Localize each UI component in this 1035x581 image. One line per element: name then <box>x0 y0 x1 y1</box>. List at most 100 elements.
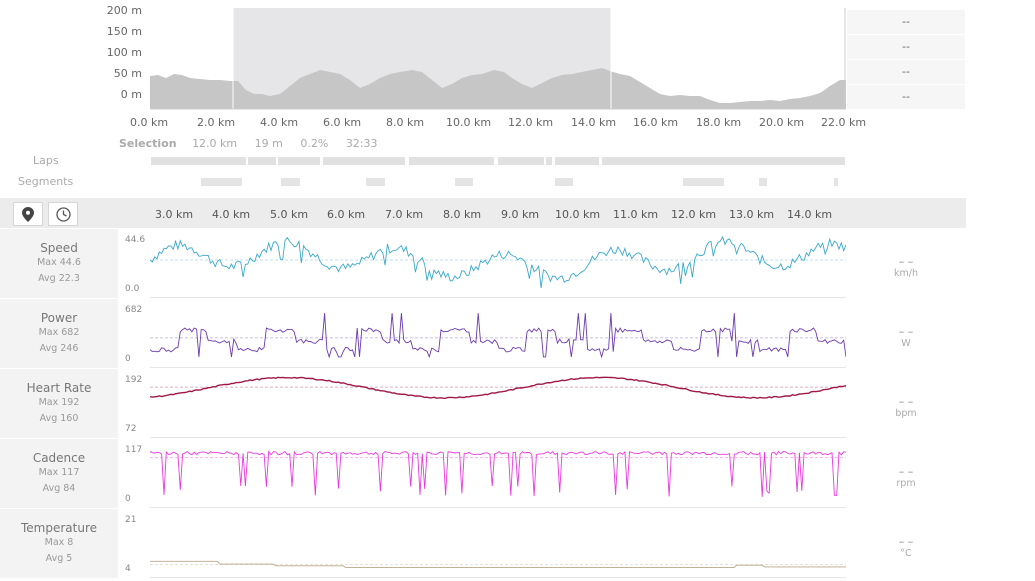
x-tick: 12.0 km <box>508 116 554 129</box>
metric-avg: Avg 246 <box>39 343 79 354</box>
y-tick: 200 m <box>106 4 142 17</box>
y-tick: 0 m <box>120 88 142 101</box>
metric-avg: Avg 22.3 <box>38 273 80 284</box>
time-mode-button[interactable] <box>48 202 78 226</box>
lap-bar[interactable] <box>323 157 405 165</box>
side-value: -- <box>847 35 965 59</box>
metric-unit: °C <box>900 548 912 559</box>
segment-bar[interactable] <box>555 178 573 186</box>
metric-chart[interactable] <box>150 229 846 298</box>
metric-row: Heart Rate Max 192 Avg 160 192 72 – – bpm <box>0 369 966 439</box>
metric-row: Speed Max 44.6 Avg 22.3 44.6 0.0 – – km/h <box>0 229 966 299</box>
x-tick: 4.0 km <box>260 116 299 129</box>
metric-row: Temperature Max 8 Avg 5 21 4 – – °C <box>0 509 966 579</box>
x-tick: 18.0 km <box>696 116 742 129</box>
metric-current-value: – – <box>898 395 914 408</box>
x-tick: 16.0 km <box>633 116 679 129</box>
lap-bar[interactable] <box>546 157 552 165</box>
x-tick: 8.0 km <box>386 116 425 129</box>
metric-current-value: – – <box>898 465 914 478</box>
metric-row: Power Max 682 Avg 246 682 0 – – W <box>0 299 966 369</box>
elevation-chart[interactable]: 200 m 150 m 100 m 50 m 0 m 0.0 km 2.0 km… <box>0 0 1035 135</box>
x-tick: 10.0 km <box>446 116 492 129</box>
segments-label: Segments <box>18 175 74 188</box>
lap-bar[interactable] <box>409 157 494 165</box>
metric-trace <box>150 235 846 289</box>
metric-trace <box>150 376 846 400</box>
segment-bar[interactable] <box>281 178 300 186</box>
metric-ymin: 72 <box>125 424 137 434</box>
km-tick: 7.0 km <box>385 208 424 221</box>
y-tick: 50 m <box>113 67 142 80</box>
selection-time: 32:33 <box>345 137 378 150</box>
y-tick: 150 m <box>106 25 142 38</box>
segment-bar[interactable] <box>455 178 473 186</box>
metric-label-panel <box>0 509 118 578</box>
metric-name: Speed <box>40 241 78 255</box>
segment-bar[interactable] <box>201 178 242 186</box>
metric-value-panel: – – W <box>847 325 965 349</box>
metric-row: Cadence Max 117 Avg 84 117 0 – – rpm <box>0 439 966 509</box>
lap-bar[interactable] <box>248 157 276 165</box>
elevation-x-axis: 0.0 km 2.0 km 4.0 km 6.0 km 8.0 km 10.0 … <box>0 116 1035 130</box>
km-tick: 8.0 km <box>443 208 482 221</box>
lap-bar[interactable] <box>151 157 246 165</box>
lap-bar[interactable] <box>602 157 845 165</box>
clock-icon <box>55 206 71 222</box>
km-tick: 5.0 km <box>270 208 309 221</box>
segment-bar[interactable] <box>366 178 385 186</box>
selection-elevation: 19 m <box>254 137 283 150</box>
segments-row: Segments <box>0 174 966 192</box>
metric-value-panel: – – °C <box>847 535 965 559</box>
distance-mode-button[interactable] <box>13 202 43 226</box>
metric-chart[interactable] <box>150 299 846 368</box>
elevation-profile[interactable] <box>150 8 846 110</box>
metric-label: Temperature Max 8 Avg 5 <box>0 521 118 567</box>
metric-current-value: – – <box>898 535 914 548</box>
x-tick: 22.0 km <box>821 116 867 129</box>
x-tick: 20.0 km <box>759 116 805 129</box>
metric-chart[interactable] <box>150 509 846 578</box>
elevation-area <box>150 68 846 109</box>
lap-bar[interactable] <box>278 157 320 165</box>
metric-name: Power <box>40 311 78 325</box>
metric-unit: W <box>901 338 911 349</box>
segment-bar[interactable] <box>834 178 838 186</box>
selection-label: Selection <box>119 137 177 150</box>
metric-avg: Avg 5 <box>45 553 73 564</box>
side-value: -- <box>847 85 965 109</box>
lap-bar[interactable] <box>555 157 599 165</box>
metric-ymin: 0 <box>125 354 131 364</box>
km-tick: 11.0 km <box>613 208 659 221</box>
metric-trace <box>150 450 846 497</box>
metric-ymax: 117 <box>125 445 143 455</box>
metric-avg: Avg 160 <box>39 413 79 424</box>
x-tick: 2.0 km <box>197 116 236 129</box>
metric-chart[interactable] <box>150 369 846 438</box>
km-tick: 6.0 km <box>327 208 366 221</box>
segment-bar[interactable] <box>683 178 724 186</box>
metric-unit: bpm <box>895 408 917 419</box>
metric-ymax: 192 <box>125 375 143 385</box>
map-pin-icon <box>22 206 34 222</box>
segment-bar[interactable] <box>759 178 767 186</box>
selection-summary: Selection 12.0 km 19 m 0.2% 32:33 <box>119 137 378 150</box>
lap-bar[interactable] <box>498 157 544 165</box>
metric-label-panel <box>0 369 118 438</box>
metric-current-value: – – <box>898 325 914 338</box>
metric-label-panel <box>0 299 118 368</box>
metric-label: Cadence Max 117 Avg 84 <box>0 451 118 497</box>
side-value: -- <box>847 60 965 84</box>
metric-ymin: 0 <box>125 494 131 504</box>
metric-chart[interactable] <box>150 439 846 508</box>
metric-max: Max 117 <box>38 467 80 478</box>
metric-max: Max 44.6 <box>37 257 81 268</box>
x-tick: 0.0 km <box>130 116 169 129</box>
laps-label: Laps <box>33 154 59 167</box>
metric-ymin: 0.0 <box>125 284 140 294</box>
km-tick: 9.0 km <box>501 208 540 221</box>
metric-label-panel <box>0 229 118 298</box>
metric-value-panel: – – rpm <box>847 465 965 489</box>
metric-current-value: – – <box>898 255 914 268</box>
metric-label: Speed Max 44.6 Avg 22.3 <box>0 241 118 287</box>
